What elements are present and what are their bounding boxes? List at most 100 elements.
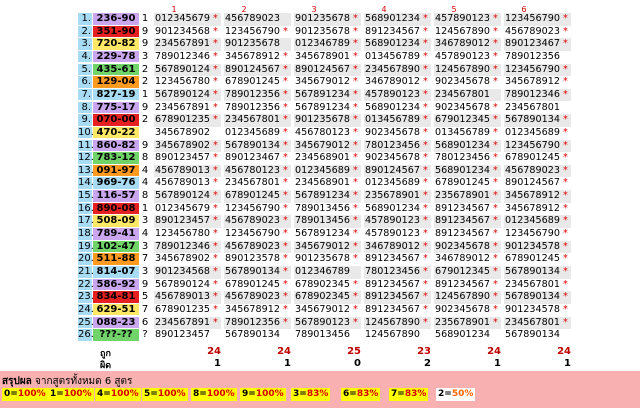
hit-star-icon: *	[559, 38, 568, 50]
formula-cell: 567890134 *	[504, 291, 571, 304]
hit-star-icon: *	[419, 228, 428, 240]
hit-star-icon: *	[279, 76, 288, 88]
hit-star-icon: *	[209, 50, 218, 62]
number-pair: 775-17	[93, 101, 139, 115]
formula-digits: 013456789	[435, 126, 490, 138]
formula-cell: 345678902 *	[154, 139, 221, 152]
formula-digits: 345678902	[155, 253, 210, 265]
right-count: 24	[487, 345, 501, 357]
hit-star-icon: *	[209, 202, 218, 214]
hit-star-icon: *	[489, 228, 498, 240]
formula-digits: 679012345	[435, 266, 490, 277]
formula-digits: 780123456	[365, 266, 420, 277]
formula-cell: 456789023 *	[224, 240, 291, 254]
result-digit: 9	[141, 38, 149, 50]
number-pair: 890-08	[93, 202, 139, 216]
formula-cell: 902345678 *	[434, 101, 501, 115]
hit-star-icon: *	[559, 202, 568, 214]
table-row: 21. 814-07 3 901234568 * 567890134 * 01234678…	[78, 266, 578, 279]
formula-digits: 890124567	[505, 177, 560, 189]
formula-cell: 345678901 *	[294, 50, 361, 64]
hit-star-icon: *	[489, 139, 498, 151]
hit-star-icon: *	[419, 215, 428, 227]
formula-digits: 457890123	[365, 215, 420, 227]
formula-digits: 345678912	[225, 303, 280, 315]
formula-cell: 456789023	[224, 13, 291, 26]
formula-digits: 789012346	[155, 50, 210, 62]
table-row: 2. 351-90 9 901234568 * 123456790 * 901235678…	[78, 25, 578, 39]
hit-star-icon: *	[349, 190, 358, 202]
formula-cell: 780123456 *	[434, 152, 501, 165]
formula-cell: 234567891 *	[154, 101, 221, 115]
formula-cell: 456789023 *	[504, 164, 571, 178]
formula-digits: 902345678	[435, 240, 490, 252]
formula-digits: 678901245	[225, 76, 280, 88]
formula-digits: 890123457	[155, 152, 210, 164]
formula-digits: 235678901	[365, 190, 420, 202]
formula-digits: 123456790	[505, 13, 560, 24]
formula-cell: 456789023 *	[224, 215, 291, 228]
number-pair: 102-47	[93, 240, 139, 254]
hit-star-icon: *	[209, 25, 218, 37]
hit-star-icon: *	[279, 303, 288, 315]
formula-cell: 678902345 *	[294, 291, 361, 304]
formula-digits: 234567801	[505, 278, 560, 290]
hit-star-icon: *	[559, 114, 568, 126]
formula-digits: 234568901	[295, 177, 350, 189]
formula-digits: 901235678	[295, 114, 350, 126]
hit-star-icon: *	[419, 190, 428, 202]
badge-key: 4=	[97, 389, 111, 399]
result-digit: 1	[141, 202, 149, 214]
formula-digits: 901235678	[295, 253, 350, 265]
formula-cell: 234567801 *	[224, 177, 291, 190]
formula-digits: 678901235	[155, 303, 210, 315]
formula-cell: 567890134	[224, 329, 291, 342]
result-digit: 9	[141, 101, 149, 113]
summary-badge: 0=100%	[2, 388, 48, 401]
formula-digits: 567890134	[225, 329, 280, 341]
table-row: 13. 091-97 4 456789013 * 456780123 * 01234568…	[78, 164, 578, 178]
number-pair: 511-88	[93, 253, 139, 266]
formula-digits: 789012346	[155, 240, 210, 252]
formula-digits: 789013456	[295, 329, 350, 341]
formula-digits: 012345689	[505, 126, 560, 138]
hit-star-icon: *	[559, 190, 568, 202]
formula-cell: 456780123 *	[224, 164, 291, 178]
hit-star-icon: *	[489, 253, 498, 265]
hit-star-icon: *	[279, 152, 288, 164]
hit-star-icon: *	[279, 215, 288, 227]
formula-cell: 890123457	[154, 329, 221, 342]
hit-star-icon: *	[279, 164, 288, 176]
formula-digits: 457890123	[365, 88, 420, 100]
formula-cell: 012346789	[294, 266, 361, 279]
formula-digits: 234567801	[225, 114, 280, 126]
hit-star-icon: *	[349, 25, 358, 37]
row-number: 18.	[78, 228, 94, 241]
formula-digits: 678901245	[505, 152, 560, 164]
hit-star-icon: *	[279, 291, 288, 303]
hit-star-icon: *	[559, 266, 568, 277]
wrong-count: 1	[564, 357, 571, 369]
result-digit: 6	[141, 316, 149, 328]
formula-cell: 780123456 *	[364, 266, 431, 279]
formula-digits: 568901234	[435, 164, 490, 176]
formula-cell: 891234567 *	[434, 228, 501, 241]
formula-digits: 789012356	[505, 50, 560, 62]
hit-star-icon: *	[559, 316, 568, 328]
formula-cell: 901235678	[224, 38, 291, 51]
formula-cell: 789012346 *	[504, 88, 571, 102]
number-pair: 129-04	[93, 76, 139, 89]
badge-percent: 100%	[110, 389, 139, 399]
formula-digits: 345678902	[155, 126, 210, 138]
number-pair: 470-22	[93, 126, 139, 140]
formula-digits: 901234578	[505, 240, 560, 252]
table-row: 22. 586-92 9 567890124 * 678901245 * 67890234…	[78, 278, 578, 292]
formula-digits: 345679012	[295, 76, 350, 88]
formula-cell: 234567891 *	[154, 38, 221, 51]
formula-cell: 678901245 *	[224, 190, 291, 203]
formula-cell: 235678901 *	[434, 316, 501, 330]
formula-digits: 456789013	[155, 291, 210, 303]
formula-digits: 346789012	[435, 38, 490, 50]
formula-digits: 123456790	[505, 228, 560, 240]
hit-star-icon: *	[489, 50, 498, 62]
